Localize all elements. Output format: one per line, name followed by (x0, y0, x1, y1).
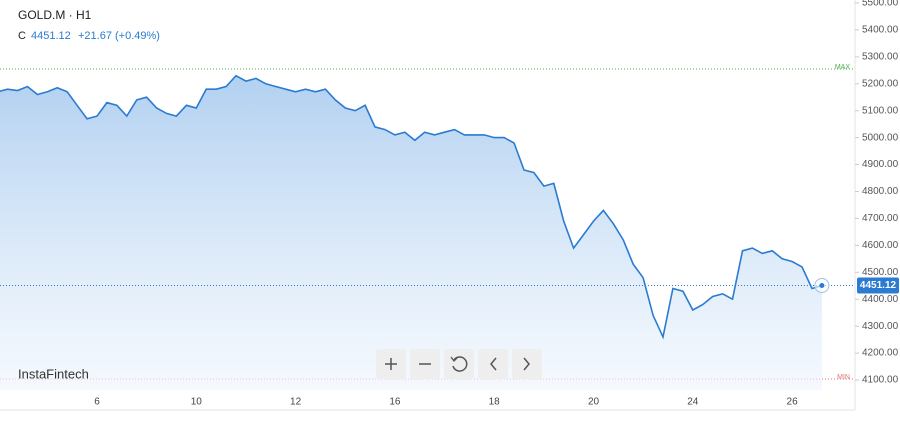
brand: InstaFintech (18, 366, 89, 381)
plot (0, 68, 855, 390)
x-tick-label: 18 (489, 397, 501, 408)
scroll-right-button[interactable] (512, 349, 542, 379)
x-tick-label: 10 (191, 397, 203, 408)
scroll-left-button[interactable] (478, 349, 508, 379)
y-tick-label: 4400.00 (862, 294, 899, 305)
toolbar (376, 349, 542, 379)
min-line-label: MIN (837, 374, 850, 381)
y-tick-label: 5200.00 (862, 78, 899, 89)
y-tick-label: 5300.00 (862, 51, 899, 62)
max-line-label: MAX (835, 64, 851, 71)
x-tick-label: 12 (290, 397, 302, 408)
zoom-out-button[interactable] (410, 349, 440, 379)
last-price-badge (857, 277, 899, 294)
close-value: 4451.12 (31, 30, 71, 42)
y-tick-label: 5000.00 (862, 132, 899, 143)
y-tick-label: 4700.00 (862, 213, 899, 224)
price-line (0, 74, 823, 340)
y-tick-label: 5100.00 (862, 105, 899, 116)
y-tick-label: 4200.00 (862, 348, 899, 359)
zoom-in-button[interactable] (376, 349, 406, 379)
y-tick-label: 4800.00 (862, 186, 899, 197)
x-tick-label: 6 (94, 397, 100, 408)
y-tick-label: 4300.00 (862, 321, 899, 332)
y-tick-label: 4100.00 (862, 375, 899, 386)
last-price-label: 4451.12 (860, 280, 897, 291)
area-fill (0, 75, 822, 390)
close-label: C (18, 30, 26, 42)
x-tick-label: 20 (588, 397, 600, 408)
y-tick-label: 4500.00 (862, 267, 899, 278)
y-tick-label: 4600.00 (862, 240, 899, 251)
change: +21.67 (+0.49%) (78, 30, 160, 42)
x-tick-label: 24 (687, 397, 699, 408)
last-point (819, 282, 825, 288)
y-tick-label: 5400.00 (862, 25, 899, 36)
x-tick-label: 26 (787, 397, 799, 408)
y-tick-label: 5500.00 (862, 0, 899, 9)
symbol: GOLD.M · H1 (18, 8, 92, 22)
reset-button[interactable] (444, 349, 474, 379)
x-tick-label: 16 (389, 397, 401, 408)
y-tick-label: 4900.00 (862, 159, 899, 170)
